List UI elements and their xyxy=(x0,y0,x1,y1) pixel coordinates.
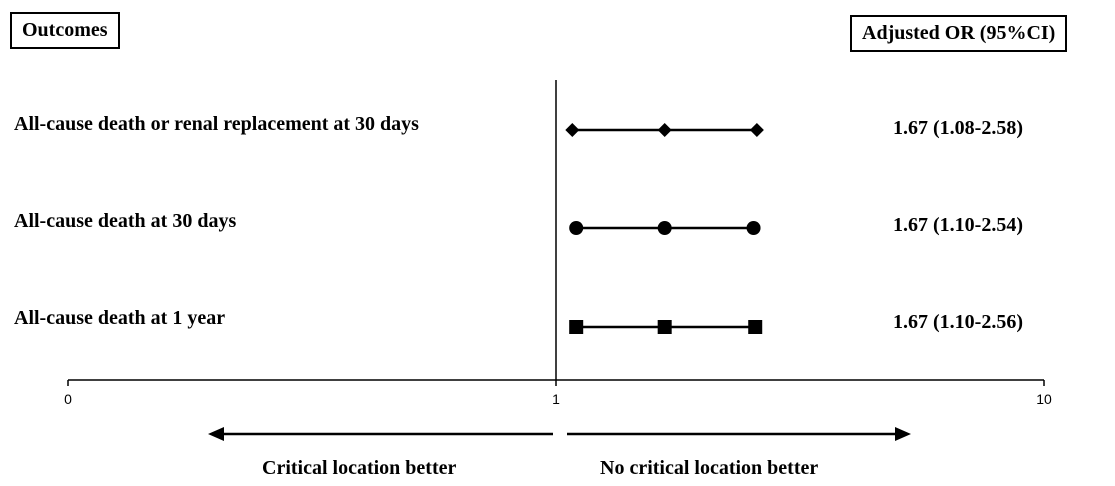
marker-estimate xyxy=(657,320,672,334)
forest-row-1 xyxy=(565,123,764,137)
row-or-death-or-renal: 1.67 (1.08-2.58) xyxy=(893,117,1023,139)
marker-upper xyxy=(748,320,763,334)
adjusted-or-header: Adjusted OR (95%CI) xyxy=(850,15,1068,52)
left-direction-label: Critical location better xyxy=(262,457,457,479)
right-direction-label: No critical location better xyxy=(600,457,819,479)
row-or-death-1y: 1.67 (1.10-2.56) xyxy=(893,311,1023,333)
left-direction-arrow xyxy=(208,427,553,441)
marker-lower xyxy=(565,123,580,137)
marker-estimate xyxy=(657,123,672,137)
marker-upper xyxy=(749,123,764,137)
x-tick-label: 0 xyxy=(64,391,72,407)
x-tick-label: 1 xyxy=(552,391,560,407)
right-direction-arrow xyxy=(567,427,911,441)
outcomes-header: Outcomes xyxy=(10,12,120,49)
x-tick-label: 10 xyxy=(1036,391,1052,407)
forest-row-3 xyxy=(569,320,763,334)
row-label-death-30d: All-cause death at 30 days xyxy=(14,210,237,232)
row-label-death-1y: All-cause death at 1 year xyxy=(14,307,226,329)
row-or-death-30d: 1.67 (1.10-2.54) xyxy=(893,214,1023,236)
marker-lower xyxy=(569,221,584,235)
forest-row-2 xyxy=(569,221,761,235)
marker-lower xyxy=(569,320,584,334)
marker-upper xyxy=(746,221,761,235)
marker-estimate xyxy=(657,221,672,235)
row-label-death-or-renal: All-cause death or renal replacement at … xyxy=(14,113,419,135)
